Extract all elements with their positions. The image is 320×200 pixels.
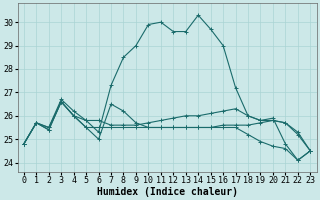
- X-axis label: Humidex (Indice chaleur): Humidex (Indice chaleur): [97, 186, 237, 197]
